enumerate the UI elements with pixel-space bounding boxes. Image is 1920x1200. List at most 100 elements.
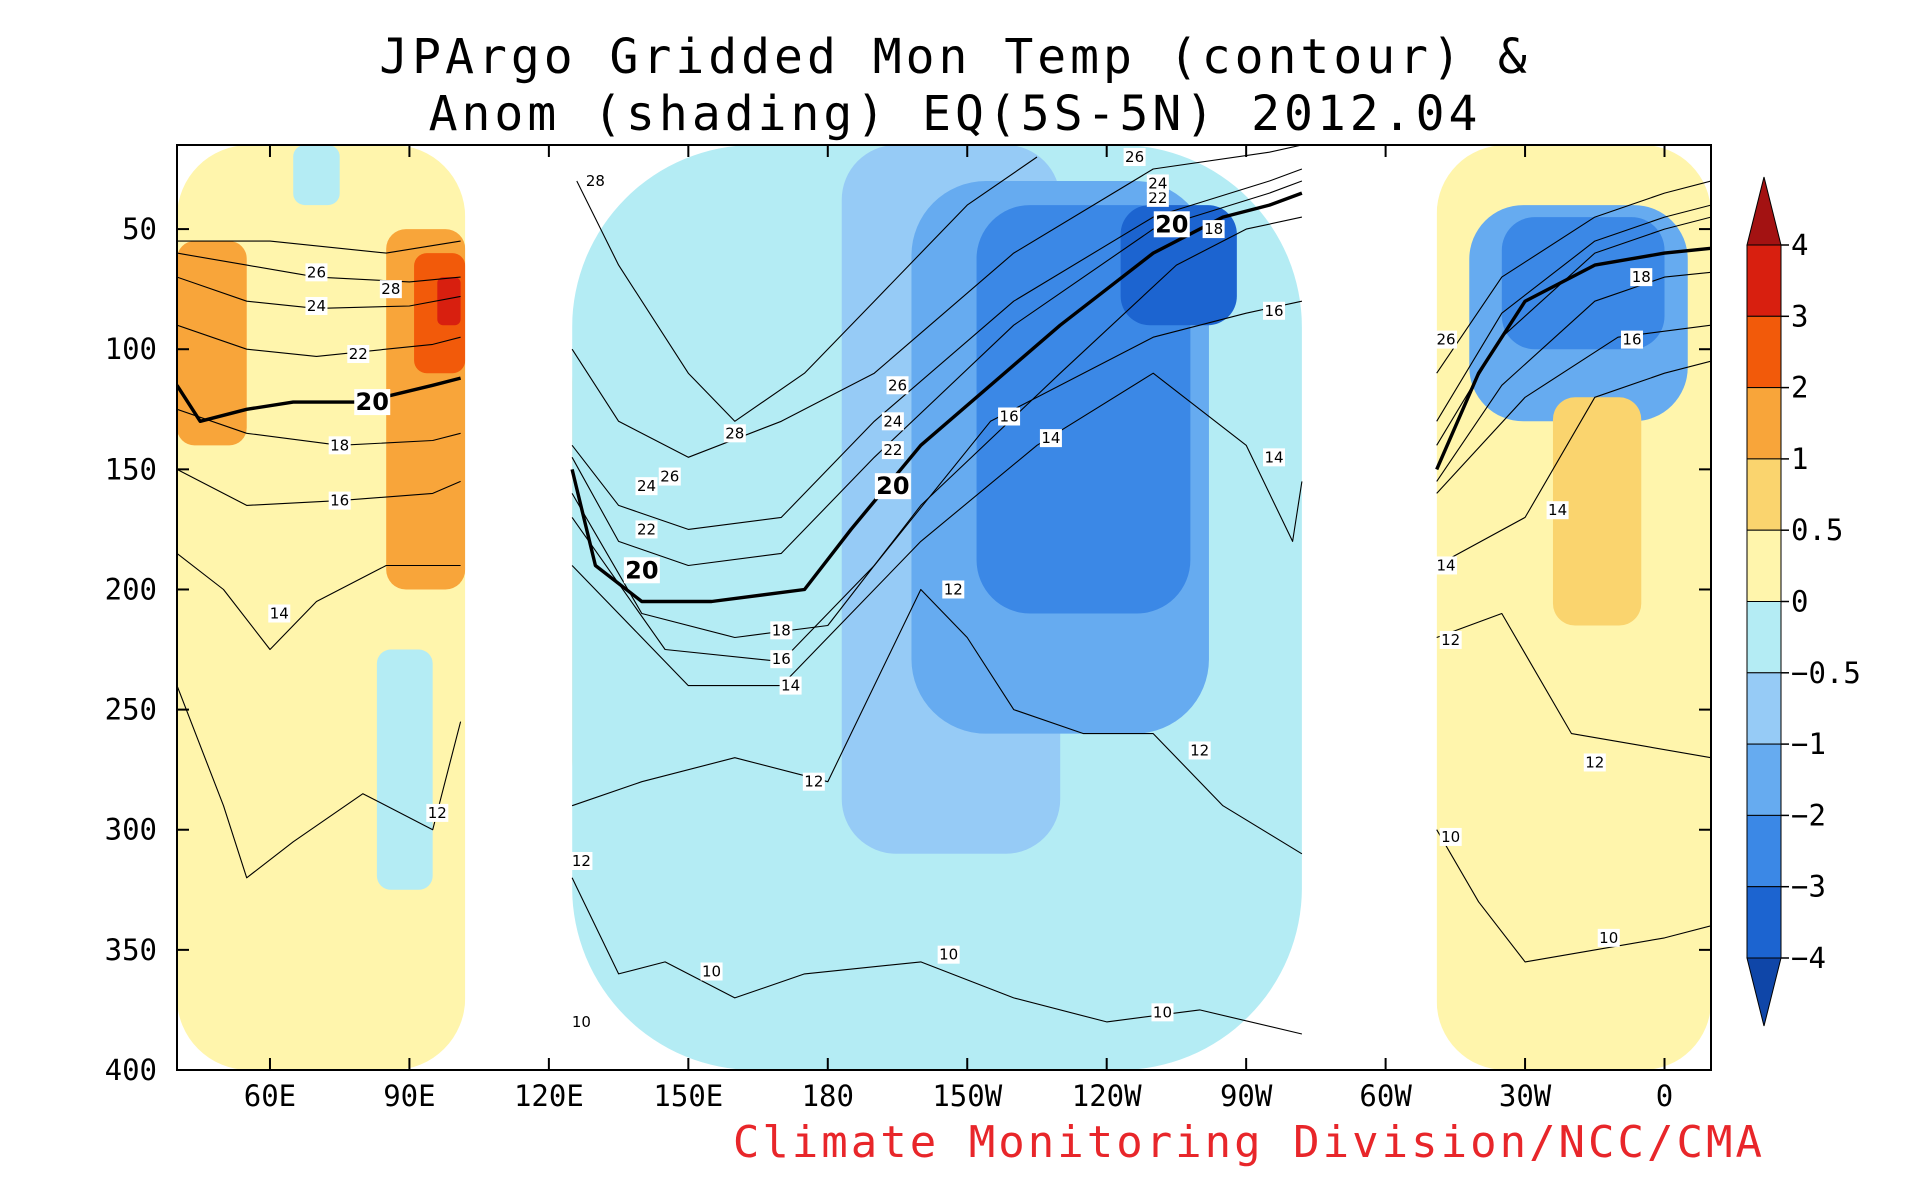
isotherm-label-14-2: 14 [1041,429,1060,447]
y-axis: 50 100 150 200 250 300 350 400 [105,212,1711,1087]
colorbar-label-9: −3 [1791,870,1826,904]
isotherm-12-segment-1 [571,588,1303,855]
isotherm-label-12-6: 12 [1585,753,1604,771]
isotherm-label-bg [700,962,723,981]
isotherm-label-bg [268,604,291,623]
isotherm-label-bg [305,296,328,315]
isotherm-label-14-3: 14 [1264,448,1283,466]
chart-title-line-1: JPArgo Gridded Mon Temp (contour) & [379,29,1530,85]
y-tick-label-250: 250 [105,693,157,727]
isotherm-label-bg [1597,928,1620,947]
isotherm-label-18-0: 18 [330,436,349,454]
isotherm-label-10-1: 10 [702,962,721,980]
isotherm-label-bg [1546,501,1569,520]
colorbar-label-0: 4 [1791,228,1808,262]
x-axis: 60E 90E 120E 150E 180 150W 120W 90W 60W 30W 0 [244,145,1673,1113]
isotherm-12-segment-2 [1436,612,1711,759]
isotherm-label-24-2: 24 [883,412,902,430]
y-tick-label-350: 350 [105,933,157,967]
isotherm-20-segment-2 [1435,246,1711,471]
isotherm-label-20-3: 20 [1155,210,1188,238]
isotherm-label-bg [1439,827,1462,846]
isotherm-label-bg [1146,174,1169,193]
isotherm-14-segment-0 [177,552,461,651]
x-tick-label-90W: 90W [1220,1079,1273,1113]
isotherm-label-bg [1263,301,1286,320]
isotherm-label-12-1: 12 [572,852,591,870]
colorbar: 4 3 2 1 0.5 0 −0.5 −1 −2 −3 −4 [1746,176,1861,1027]
isotherm-label-24-0: 24 [307,297,326,315]
isotherm-label-bg [328,436,351,455]
isotherm-label-bg [635,520,658,539]
isotherm-label-26-1: 26 [660,468,679,486]
isotherm-label-bg [1146,188,1169,207]
isotherm-16-segment-1 [571,300,1303,663]
colorbar-label-3: 1 [1791,442,1808,476]
isotherm-label-16-4: 16 [1622,331,1641,349]
isotherm-label-bg [1123,148,1146,167]
colorbar-swatch-3 [1746,458,1782,531]
colorbar-swatch-1 [1746,315,1782,389]
isotherm-label-24-3: 24 [1148,174,1167,192]
x-tick-label-90E: 90E [383,1079,435,1113]
x-tick-label-60W: 60W [1359,1079,1412,1113]
isotherm-24-segment-1 [571,168,1303,530]
isotherm-label-14-0: 14 [270,605,289,623]
isotherm-label-18-2: 18 [1204,220,1223,238]
isotherm-label-bg [347,345,370,364]
isotherm-label-16-0: 16 [330,492,349,510]
isotherm-label-12-5: 12 [1441,631,1460,649]
isotherm-contours [177,145,1711,1035]
isotherm-label-28-2: 28 [725,424,744,442]
no-data-gap-1 [1301,145,1437,1070]
isotherm-12-segment-0 [177,685,462,879]
isotherm-label-bg [1435,330,1458,349]
isotherm-label-bg [881,412,904,431]
isotherm-label-18-1: 18 [772,621,791,639]
isotherm-label-bg [1435,556,1458,575]
anomaly-shading [177,145,1711,1070]
isotherm-label-bg [1039,429,1062,448]
isotherm-label-22-2: 22 [883,441,902,459]
x-tick-label-60E: 60E [244,1079,296,1113]
isotherm-18-segment-2 [1436,271,1711,482]
isotherm-label-bg [1188,741,1211,760]
isotherm-label-12-2: 12 [804,773,823,791]
x-tick-label-0: 0 [1656,1079,1673,1113]
isotherm-label-16-3: 16 [1264,302,1283,320]
colorbar-label-10: −4 [1791,941,1826,975]
colorbar-swatch-6 [1746,672,1782,745]
isotherm-label-28-1: 28 [586,172,605,190]
isotherm-label-bg [723,424,746,443]
colorbar-swatch-5 [1746,601,1782,674]
colorbar-label-2: 2 [1791,371,1808,405]
colorbar-swatch-9 [1746,886,1782,959]
x-tick-label-120W: 120W [1072,1079,1142,1113]
colorbar-top-arrow [1746,176,1782,246]
x-tick-label-150E: 150E [653,1079,723,1113]
isotherm-label-bg [942,580,965,599]
isotherm-label-26-4: 26 [1436,331,1455,349]
isotherm-label-bg [1151,1003,1174,1022]
isotherm-label-bg [998,407,1021,426]
isotherm-label-22-3: 22 [1148,189,1167,207]
isotherm-26-segment-1 [571,145,1303,458]
isotherm-label-bg [1439,630,1462,649]
isotherm-label-bg [802,772,825,791]
isotherm-label-bg [570,1012,593,1031]
y-tick-label-200: 200 [105,572,157,606]
colorbar-label-6: −0.5 [1791,656,1861,690]
colorbar-swatch-4 [1746,529,1782,603]
no-data-gap-0 [465,145,573,1070]
isotherm-label-12-4: 12 [1190,741,1209,759]
isotherm-label-22-1: 22 [637,520,656,538]
y-tick-label-50: 50 [122,212,157,246]
isotherm-label-bg [635,477,658,496]
y-tick-label-300: 300 [105,813,157,847]
isotherm-label-bg [1153,211,1190,238]
isotherm-20-segment-0 [177,376,462,423]
colorbar-label-7: −1 [1791,727,1826,761]
no-data-regions [465,145,1437,1070]
isotherm-label-16-2: 16 [1000,407,1019,425]
